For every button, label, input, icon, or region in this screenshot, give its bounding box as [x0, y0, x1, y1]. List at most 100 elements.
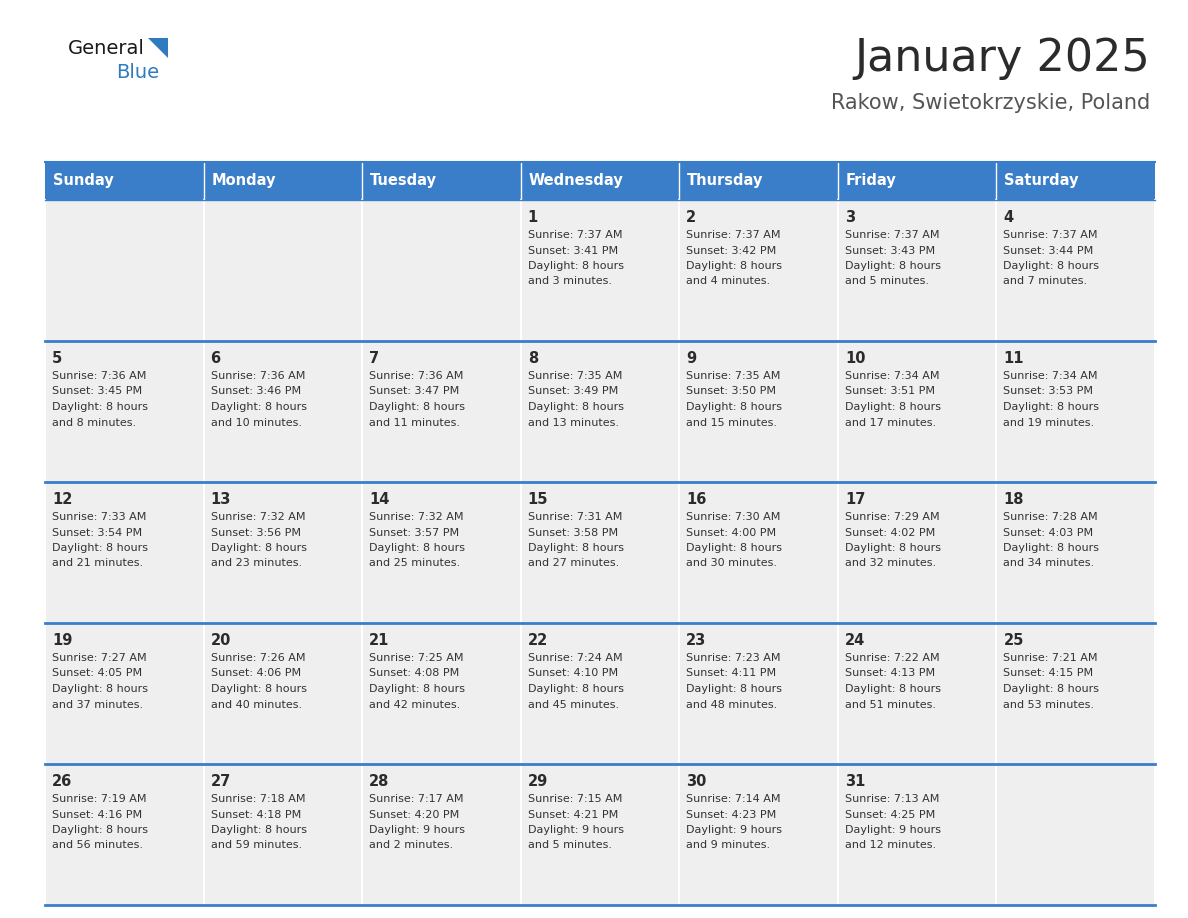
- Text: and 10 minutes.: and 10 minutes.: [210, 418, 302, 428]
- Text: Sunset: 4:00 PM: Sunset: 4:00 PM: [687, 528, 777, 538]
- Text: Sunrise: 7:24 AM: Sunrise: 7:24 AM: [527, 653, 623, 663]
- Text: 10: 10: [845, 351, 865, 366]
- Text: Daylight: 8 hours: Daylight: 8 hours: [1004, 684, 1099, 694]
- Bar: [680, 482, 838, 623]
- Text: Sunset: 3:46 PM: Sunset: 3:46 PM: [210, 386, 301, 397]
- Text: Tuesday: Tuesday: [371, 174, 437, 188]
- Text: Daylight: 8 hours: Daylight: 8 hours: [527, 402, 624, 412]
- Text: and 5 minutes.: and 5 minutes.: [845, 276, 929, 286]
- Text: Sunset: 4:15 PM: Sunset: 4:15 PM: [1004, 668, 1093, 678]
- Polygon shape: [148, 38, 168, 58]
- Text: 12: 12: [52, 492, 72, 507]
- Bar: [45, 482, 203, 623]
- Text: and 25 minutes.: and 25 minutes.: [369, 558, 460, 568]
- Text: Sunset: 4:08 PM: Sunset: 4:08 PM: [369, 668, 460, 678]
- Bar: [203, 341, 362, 482]
- Text: Daylight: 8 hours: Daylight: 8 hours: [1004, 402, 1099, 412]
- Text: Sunset: 4:10 PM: Sunset: 4:10 PM: [527, 668, 618, 678]
- Text: 5: 5: [52, 351, 62, 366]
- Bar: [362, 200, 520, 341]
- Text: Daylight: 8 hours: Daylight: 8 hours: [687, 543, 782, 553]
- Bar: [203, 623, 362, 764]
- Bar: [680, 200, 838, 341]
- Text: Sunset: 3:45 PM: Sunset: 3:45 PM: [52, 386, 143, 397]
- Text: Sunset: 3:50 PM: Sunset: 3:50 PM: [687, 386, 776, 397]
- Bar: [362, 162, 520, 200]
- Text: Daylight: 8 hours: Daylight: 8 hours: [1004, 543, 1099, 553]
- Text: Daylight: 8 hours: Daylight: 8 hours: [845, 684, 941, 694]
- Text: Sunset: 3:42 PM: Sunset: 3:42 PM: [687, 245, 777, 255]
- Text: and 12 minutes.: and 12 minutes.: [845, 841, 936, 850]
- Text: Sunrise: 7:37 AM: Sunrise: 7:37 AM: [687, 230, 781, 240]
- Text: Sunset: 3:57 PM: Sunset: 3:57 PM: [369, 528, 460, 538]
- Text: and 2 minutes.: and 2 minutes.: [369, 841, 454, 850]
- Text: Sunrise: 7:32 AM: Sunrise: 7:32 AM: [210, 512, 305, 522]
- Text: Sunset: 4:13 PM: Sunset: 4:13 PM: [845, 668, 935, 678]
- Bar: [362, 482, 520, 623]
- Text: and 8 minutes.: and 8 minutes.: [52, 418, 137, 428]
- Text: and 53 minutes.: and 53 minutes.: [1004, 700, 1094, 710]
- Text: and 27 minutes.: and 27 minutes.: [527, 558, 619, 568]
- Bar: [997, 482, 1155, 623]
- Bar: [203, 162, 362, 200]
- Text: Daylight: 8 hours: Daylight: 8 hours: [52, 543, 148, 553]
- Text: and 42 minutes.: and 42 minutes.: [369, 700, 461, 710]
- Text: Daylight: 8 hours: Daylight: 8 hours: [527, 543, 624, 553]
- Bar: [520, 341, 680, 482]
- Text: Daylight: 8 hours: Daylight: 8 hours: [687, 261, 782, 271]
- Text: 4: 4: [1004, 210, 1013, 225]
- Text: Monday: Monday: [211, 174, 276, 188]
- Text: Daylight: 8 hours: Daylight: 8 hours: [1004, 261, 1099, 271]
- Text: and 56 minutes.: and 56 minutes.: [52, 841, 143, 850]
- Bar: [838, 623, 997, 764]
- Text: January 2025: January 2025: [854, 37, 1150, 80]
- Text: Sunrise: 7:31 AM: Sunrise: 7:31 AM: [527, 512, 623, 522]
- Text: Daylight: 9 hours: Daylight: 9 hours: [687, 825, 782, 835]
- Bar: [362, 764, 520, 905]
- Text: Sunset: 3:54 PM: Sunset: 3:54 PM: [52, 528, 143, 538]
- Text: 23: 23: [687, 633, 707, 648]
- Text: Sunrise: 7:36 AM: Sunrise: 7:36 AM: [52, 371, 146, 381]
- Text: 27: 27: [210, 774, 230, 789]
- Bar: [362, 341, 520, 482]
- Text: Daylight: 8 hours: Daylight: 8 hours: [369, 543, 466, 553]
- Text: 31: 31: [845, 774, 865, 789]
- Text: 16: 16: [687, 492, 707, 507]
- Bar: [203, 764, 362, 905]
- Text: and 34 minutes.: and 34 minutes.: [1004, 558, 1094, 568]
- Text: and 17 minutes.: and 17 minutes.: [845, 418, 936, 428]
- Text: and 4 minutes.: and 4 minutes.: [687, 276, 770, 286]
- Text: Sunrise: 7:37 AM: Sunrise: 7:37 AM: [527, 230, 623, 240]
- Text: Sunrise: 7:14 AM: Sunrise: 7:14 AM: [687, 794, 781, 804]
- Text: Thursday: Thursday: [688, 174, 764, 188]
- Text: 1: 1: [527, 210, 538, 225]
- Text: 30: 30: [687, 774, 707, 789]
- Text: Sunday: Sunday: [53, 174, 114, 188]
- Text: Daylight: 8 hours: Daylight: 8 hours: [845, 543, 941, 553]
- Text: Sunrise: 7:25 AM: Sunrise: 7:25 AM: [369, 653, 463, 663]
- Text: and 23 minutes.: and 23 minutes.: [210, 558, 302, 568]
- Text: and 48 minutes.: and 48 minutes.: [687, 700, 777, 710]
- Text: Daylight: 8 hours: Daylight: 8 hours: [52, 684, 148, 694]
- Text: and 30 minutes.: and 30 minutes.: [687, 558, 777, 568]
- Text: Daylight: 8 hours: Daylight: 8 hours: [369, 684, 466, 694]
- Text: Sunset: 4:06 PM: Sunset: 4:06 PM: [210, 668, 301, 678]
- Text: Daylight: 9 hours: Daylight: 9 hours: [845, 825, 941, 835]
- Text: Daylight: 8 hours: Daylight: 8 hours: [210, 402, 307, 412]
- Text: Sunrise: 7:37 AM: Sunrise: 7:37 AM: [845, 230, 940, 240]
- Text: 11: 11: [1004, 351, 1024, 366]
- Text: 8: 8: [527, 351, 538, 366]
- Text: Sunset: 3:41 PM: Sunset: 3:41 PM: [527, 245, 618, 255]
- Text: and 3 minutes.: and 3 minutes.: [527, 276, 612, 286]
- Text: Daylight: 9 hours: Daylight: 9 hours: [369, 825, 466, 835]
- Text: and 51 minutes.: and 51 minutes.: [845, 700, 936, 710]
- Text: Daylight: 9 hours: Daylight: 9 hours: [527, 825, 624, 835]
- Text: Sunset: 4:03 PM: Sunset: 4:03 PM: [1004, 528, 1093, 538]
- Text: 2: 2: [687, 210, 696, 225]
- Text: Sunrise: 7:29 AM: Sunrise: 7:29 AM: [845, 512, 940, 522]
- Bar: [45, 162, 203, 200]
- Text: Sunset: 4:05 PM: Sunset: 4:05 PM: [52, 668, 143, 678]
- Text: Daylight: 8 hours: Daylight: 8 hours: [52, 402, 148, 412]
- Text: Sunset: 3:51 PM: Sunset: 3:51 PM: [845, 386, 935, 397]
- Text: Sunset: 3:49 PM: Sunset: 3:49 PM: [527, 386, 618, 397]
